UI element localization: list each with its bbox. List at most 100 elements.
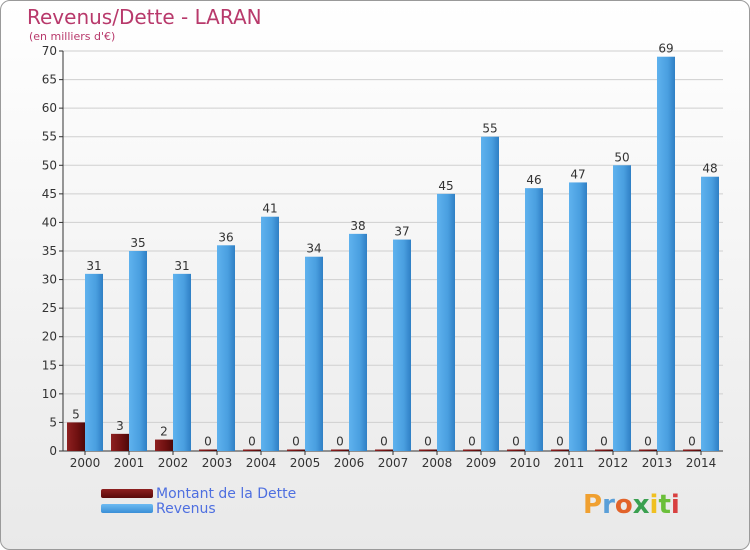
y-tick-label: 15	[42, 358, 57, 372]
y-tick-label: 70	[42, 44, 57, 58]
brand-letter: P	[583, 490, 603, 520]
x-tick-label: 2002	[158, 456, 189, 470]
y-tick-label: 40	[42, 215, 57, 229]
bar-dette-2007	[375, 449, 393, 451]
data-label-dette-2007: 0	[380, 435, 388, 449]
bar-revenus-2001	[129, 251, 147, 451]
data-label-dette-2005: 0	[292, 435, 300, 449]
data-label-revenus-2002: 31	[174, 259, 189, 273]
data-label-revenus-2005: 34	[306, 242, 321, 256]
x-tick-label: 2013	[642, 456, 673, 470]
bar-revenus-2004	[261, 216, 279, 451]
data-label-revenus-2011: 47	[570, 167, 585, 181]
x-tick-label: 2006	[334, 456, 365, 470]
data-label-revenus-2004: 41	[262, 202, 277, 216]
data-label-revenus-2012: 50	[614, 150, 629, 164]
y-tick-label: 45	[42, 187, 57, 201]
bar-revenus-2012	[613, 165, 631, 452]
x-tick-label: 2001	[114, 456, 145, 470]
x-tick-label: 2012	[598, 456, 629, 470]
y-tick-label: 30	[42, 273, 57, 287]
bar-dette-2004	[243, 449, 261, 451]
y-tick-label: 0	[49, 444, 57, 458]
brand-letter: r	[602, 490, 615, 520]
data-label-revenus-2007: 37	[394, 225, 409, 239]
bar-dette-2011	[551, 449, 569, 451]
data-label-revenus-2003: 36	[218, 230, 233, 244]
data-label-revenus-2013: 69	[658, 42, 673, 56]
x-tick-label: 2000	[70, 456, 101, 470]
bar-dette-2003	[199, 449, 217, 451]
x-tick-label: 2014	[686, 456, 717, 470]
data-label-revenus-2000: 31	[86, 259, 101, 273]
bar-dette-2001	[111, 433, 129, 451]
bar-dette-2006	[331, 449, 349, 451]
y-tick-label: 55	[42, 130, 57, 144]
chart-subtitle: (en milliers d'€)	[29, 30, 116, 43]
y-tick-label: 65	[42, 73, 57, 87]
bar-dette-2002	[155, 439, 173, 451]
data-label-revenus-2006: 38	[350, 219, 365, 233]
bar-revenus-2011	[569, 182, 587, 451]
data-label-dette-2010: 0	[512, 435, 520, 449]
data-label-dette-2012: 0	[600, 435, 608, 449]
x-tick-label: 2009	[466, 456, 497, 470]
data-label-dette-2008: 0	[424, 435, 432, 449]
bar-dette-2012	[595, 449, 613, 451]
data-label-dette-2006: 0	[336, 435, 344, 449]
brand-letter: i	[670, 490, 680, 520]
legend-swatch-dette	[101, 489, 153, 498]
brand-logo: Proxiti	[583, 490, 680, 520]
bar-revenus-2010	[525, 188, 543, 451]
data-label-revenus-2009: 55	[482, 122, 497, 136]
data-label-dette-2001: 3	[116, 419, 124, 433]
bar-dette-2010	[507, 449, 525, 451]
data-label-revenus-2010: 46	[526, 173, 541, 187]
y-tick-label: 50	[42, 158, 57, 172]
bar-revenus-2006	[349, 233, 367, 451]
brand-letter: i	[649, 490, 659, 520]
x-tick-label: 2004	[246, 456, 277, 470]
bar-revenus-2000	[85, 273, 103, 451]
data-label-dette-2000: 5	[72, 407, 80, 421]
bar-dette-2014	[683, 449, 701, 451]
brand-letter: t	[658, 490, 671, 520]
bar-revenus-2013	[657, 56, 675, 451]
bar-dette-2008	[419, 449, 437, 451]
y-tick-label: 5	[49, 415, 57, 429]
bar-dette-2005	[287, 449, 305, 451]
bar-revenus-2005	[305, 256, 323, 451]
x-tick-label: 2010	[510, 456, 541, 470]
data-label-dette-2009: 0	[468, 435, 476, 449]
brand-letter: o	[614, 490, 633, 520]
bar-revenus-2009	[481, 136, 499, 451]
chart-title: Revenus/Dette - LARAN	[27, 5, 262, 29]
legend-label-dette: Montant de la Dette	[156, 486, 297, 502]
data-label-dette-2014: 0	[688, 435, 696, 449]
data-label-dette-2003: 0	[204, 435, 212, 449]
x-tick-label: 2007	[378, 456, 409, 470]
y-tick-label: 60	[42, 101, 57, 115]
bar-revenus-2002	[173, 273, 191, 451]
data-label-revenus-2014: 48	[702, 162, 717, 176]
bar-dette-2009	[463, 449, 481, 451]
x-tick-label: 2003	[202, 456, 233, 470]
y-tick-label: 35	[42, 244, 57, 258]
data-label-dette-2013: 0	[644, 435, 652, 449]
x-tick-label: 2008	[422, 456, 453, 470]
bar-dette-2013	[639, 449, 657, 451]
bar-revenus-2003	[217, 245, 235, 451]
y-tick-label: 20	[42, 330, 57, 344]
bar-revenus-2014	[701, 176, 719, 451]
x-tick-label: 2005	[290, 456, 321, 470]
legend-swatch-revenus	[101, 504, 153, 513]
bar-revenus-2008	[437, 193, 455, 451]
brand-letter: x	[632, 490, 650, 520]
y-tick-label: 10	[42, 387, 57, 401]
data-label-dette-2011: 0	[556, 435, 564, 449]
data-label-dette-2002: 2	[160, 425, 168, 439]
bar-revenus-2007	[393, 239, 411, 451]
x-tick-label: 2011	[554, 456, 585, 470]
